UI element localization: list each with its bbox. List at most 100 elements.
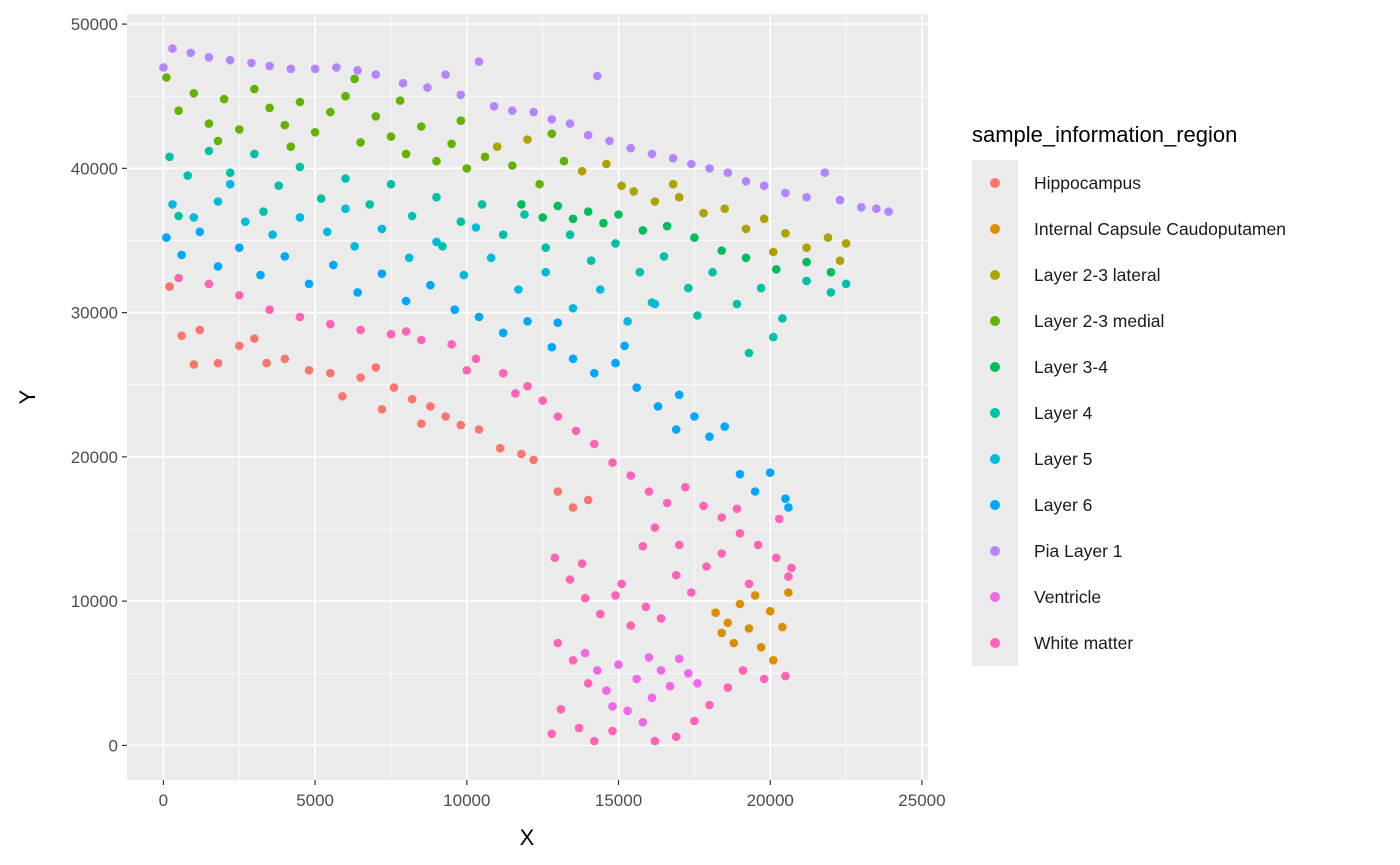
legend-dot-icon bbox=[990, 454, 1000, 464]
data-point-layer-4 bbox=[778, 314, 787, 323]
data-point-layer-5 bbox=[213, 197, 223, 206]
data-point-hippocampus bbox=[177, 331, 186, 341]
legend-label: Layer 2-3 lateral bbox=[1034, 264, 1161, 285]
y-tick-label: 20000 bbox=[71, 448, 118, 467]
data-point-layer-2-3-lateral bbox=[841, 239, 851, 248]
major-gridlines bbox=[127, 14, 928, 780]
data-point-layer-5 bbox=[541, 267, 550, 277]
data-point-pia-layer-1 bbox=[398, 78, 408, 88]
data-point-layer-2-3-medial bbox=[395, 96, 405, 105]
data-point-white-matter bbox=[744, 579, 754, 589]
data-point-white-matter bbox=[553, 412, 563, 421]
data-point-white-matter bbox=[717, 549, 726, 558]
data-point-hippocampus bbox=[568, 503, 578, 512]
data-point-hippocampus bbox=[280, 354, 290, 364]
data-point-white-matter bbox=[699, 501, 708, 511]
data-point-layer-2-3-medial bbox=[235, 125, 244, 134]
data-point-white-matter bbox=[656, 614, 666, 623]
x-tick-label: 0 bbox=[159, 791, 168, 810]
data-point-white-matter bbox=[735, 529, 745, 538]
data-point-layer-6 bbox=[498, 328, 508, 338]
data-point-white-matter bbox=[386, 329, 396, 339]
data-points bbox=[159, 44, 893, 746]
data-point-white-matter bbox=[681, 482, 690, 492]
data-point-layer-4 bbox=[611, 239, 620, 248]
data-point-hippocampus bbox=[456, 420, 466, 430]
data-point-layer-4 bbox=[165, 152, 174, 162]
data-point-layer-4 bbox=[756, 283, 766, 293]
data-point-layer-4 bbox=[438, 242, 447, 251]
data-point-layer-6 bbox=[690, 412, 699, 421]
x-tick-label: 10000 bbox=[443, 791, 490, 810]
data-point-hippocampus bbox=[441, 412, 450, 421]
data-point-white-matter bbox=[671, 570, 681, 580]
data-point-pia-layer-1 bbox=[489, 102, 499, 111]
x-tick-label: 5000 bbox=[296, 791, 334, 810]
data-point-layer-6 bbox=[450, 305, 460, 315]
data-point-pia-layer-1 bbox=[605, 136, 614, 146]
data-point-layer-3-4 bbox=[517, 200, 526, 209]
data-point-layer-4 bbox=[183, 171, 192, 180]
data-point-white-matter bbox=[781, 671, 790, 681]
data-point-internal-capsule-caudoputamen bbox=[750, 591, 760, 600]
data-point-pia-layer-1 bbox=[547, 115, 557, 124]
data-point-layer-6 bbox=[377, 269, 387, 279]
data-point-ventricle bbox=[614, 660, 623, 669]
data-point-layer-2-3-medial bbox=[447, 139, 456, 149]
data-point-layer-2-3-medial bbox=[326, 107, 335, 117]
data-point-pia-layer-1 bbox=[884, 207, 893, 216]
data-point-white-matter bbox=[471, 354, 481, 364]
data-point-layer-6 bbox=[304, 279, 314, 289]
legend-title: sample_information_region bbox=[972, 122, 1238, 147]
data-point-pia-layer-1 bbox=[802, 192, 811, 202]
data-point-white-matter bbox=[626, 621, 635, 630]
data-point-layer-6 bbox=[720, 422, 729, 431]
legend-key bbox=[972, 528, 1018, 574]
data-point-layer-4 bbox=[586, 256, 596, 266]
data-point-layer-4 bbox=[250, 149, 259, 159]
data-point-pia-layer-1 bbox=[723, 168, 733, 177]
data-point-internal-capsule-caudoputamen bbox=[744, 624, 754, 633]
data-point-pia-layer-1 bbox=[159, 63, 168, 72]
legend-item-layer-5: Layer 5 bbox=[972, 436, 1286, 482]
data-point-white-matter bbox=[674, 540, 684, 550]
data-point-layer-6 bbox=[765, 468, 775, 478]
data-point-layer-6 bbox=[705, 432, 714, 442]
data-point-layer-4 bbox=[225, 168, 235, 177]
data-point-pia-layer-1 bbox=[565, 119, 575, 128]
data-point-layer-3-4 bbox=[553, 201, 563, 211]
data-point-hippocampus bbox=[426, 402, 435, 411]
data-point-ventricle bbox=[674, 654, 684, 664]
data-point-layer-2-3-medial bbox=[162, 73, 171, 82]
data-point-white-matter bbox=[759, 674, 769, 684]
data-point-layer-4 bbox=[295, 162, 305, 172]
legend-dot-icon bbox=[990, 638, 1000, 648]
data-point-pia-layer-1 bbox=[186, 48, 195, 58]
data-point-layer-2-3-medial bbox=[356, 138, 365, 147]
data-point-layer-2-3-medial bbox=[265, 103, 274, 113]
data-point-white-matter bbox=[702, 562, 711, 571]
y-tick-label: 50000 bbox=[71, 15, 118, 34]
data-point-white-matter bbox=[574, 723, 584, 733]
data-point-ventricle bbox=[693, 679, 702, 688]
data-point-ventricle bbox=[602, 686, 611, 695]
data-point-layer-3-4 bbox=[802, 257, 811, 267]
data-point-layer-3-4 bbox=[568, 214, 578, 224]
data-point-ventricle bbox=[632, 674, 641, 684]
data-point-layer-6 bbox=[620, 341, 629, 351]
data-point-internal-capsule-caudoputamen bbox=[717, 628, 726, 638]
data-point-hippocampus bbox=[304, 366, 314, 375]
legend-dot-icon bbox=[990, 316, 1000, 326]
data-point-pia-layer-1 bbox=[441, 70, 450, 79]
data-point-layer-5 bbox=[225, 179, 235, 189]
data-point-layer-6 bbox=[632, 383, 641, 392]
data-point-white-matter bbox=[174, 273, 183, 283]
data-point-layer-4 bbox=[407, 211, 417, 221]
data-point-layer-5 bbox=[623, 317, 632, 326]
data-point-pia-layer-1 bbox=[705, 164, 714, 173]
data-point-layer-4 bbox=[432, 192, 441, 202]
data-point-pia-layer-1 bbox=[872, 204, 881, 213]
data-point-layer-4 bbox=[259, 207, 268, 216]
data-point-layer-5 bbox=[350, 242, 359, 251]
data-point-white-matter bbox=[732, 504, 742, 514]
